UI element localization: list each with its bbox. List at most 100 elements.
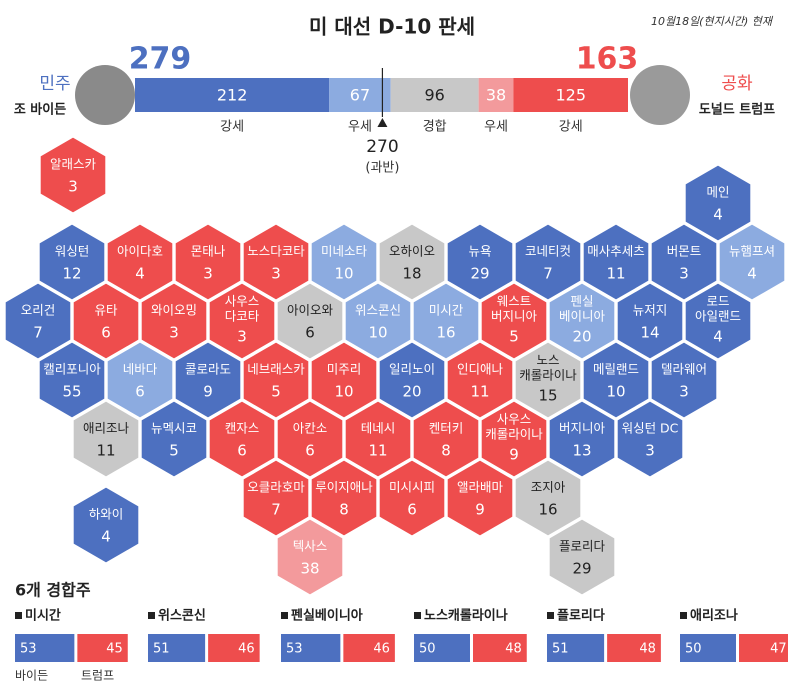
state-name: 플로리다 [559,539,606,554]
state-hex [37,222,107,302]
state-votes: 3 [679,265,689,283]
state-name: 워싱턴 [55,244,90,259]
bar-segment [390,78,479,112]
state-name: 메인 [706,185,729,200]
state-hex [139,281,209,361]
biden-bar [148,634,206,662]
state-hex [581,222,651,302]
state-hex [71,281,141,361]
biden-bar [15,634,75,662]
state-name: 캐롤라이나 [519,368,577,383]
state-hex [377,458,447,538]
state-votes: 4 [135,265,145,283]
party: 공화 [721,74,753,94]
state-name: 일리노이 [389,362,435,377]
state-hex [683,281,753,361]
segment-value: 125 [555,86,586,105]
biden-bar [281,634,341,662]
state-votes: 5 [509,328,519,346]
state-votes: 4 [747,265,757,283]
date: 10월18일(현지시간) 현재 [651,15,774,28]
state-name: 콜로라도 [185,362,231,377]
state-name: 다코타 [225,309,260,324]
state-name: 몬태나 [191,244,226,259]
state-name: 네브래스카 [247,362,305,377]
state-name: 매사추세츠 [587,244,645,259]
legend-label: 트럼프 [81,669,114,683]
state-hex [445,340,515,420]
state-votes: 11 [606,265,625,283]
state-hex [3,281,73,361]
state-votes: 4 [101,528,111,546]
bar-segment [329,78,391,112]
state-votes: 7 [33,324,43,342]
state-name: 메릴랜드 [593,362,639,377]
state-name: 아칸소 [293,421,328,436]
state-name: 캔자스 [225,421,260,436]
trump-bar [77,634,128,662]
swing-state-name: 애리조나 [690,608,738,624]
state-name: 버지니아 [559,421,606,436]
state-hex [309,222,379,302]
state-name: 테네시 [361,421,396,436]
trump-bar [208,634,260,662]
state-votes: 10 [606,383,625,401]
state-votes: 16 [538,501,557,519]
state-hex [547,399,617,479]
swing-state-name: 미시간 [25,608,61,624]
state-hex [479,399,549,479]
state-hex [241,458,311,538]
electoral-total: 163 [576,42,639,77]
state-votes: 4 [713,206,723,224]
state-name: 오클라호마 [247,480,305,495]
state-hex [683,163,753,243]
electoral-total: 279 [129,42,192,77]
state-votes: 15 [538,387,557,405]
trump-bar [343,634,395,662]
state-votes: 29 [470,265,489,283]
state-votes: 55 [62,383,81,401]
state-hex [105,340,175,420]
state-name: 유타 [94,303,118,318]
state-name: 베이니아 [559,309,606,324]
state-name: 펜실 [570,294,593,309]
segment-value: 38 [486,86,506,105]
state-hex [581,340,651,420]
state-name: 미네소타 [321,244,368,259]
segment-label: 경합 [423,120,447,135]
state-hex [445,222,515,302]
state-name: 미시간 [429,303,464,318]
segment-label: 우세 [348,120,372,135]
state-name: 델라웨어 [661,362,707,377]
state-hex [649,222,719,302]
swing-title: 6개 경합주 [15,581,91,600]
state-hex [38,135,108,215]
swing-state-name: 펜실베이니아 [291,608,363,624]
segment-label: 우세 [484,120,508,135]
state-votes: 6 [407,501,417,519]
segment-value: 212 [217,86,248,105]
trump-value: 46 [373,642,390,657]
swing-state-name: 플로리다 [557,608,605,624]
state-name: 버몬트 [667,244,702,259]
state-hex [207,399,277,479]
swing-marker [547,612,554,619]
state-name: 뉴욕 [468,244,491,259]
state-name: 미시시피 [389,480,435,495]
state-hex [615,399,685,479]
state-hex [105,222,175,302]
state-votes: 20 [402,383,421,401]
state-votes: 10 [334,265,353,283]
swing-marker [148,612,155,619]
state-hex [377,340,447,420]
state-name: 뉴햄프셔 [729,244,775,259]
trump-photo [630,65,690,125]
state-name: 뉴멕시코 [151,421,197,436]
trump-bar [473,634,527,662]
state-hex [615,281,685,361]
state-name: 미주리 [327,362,362,377]
state-name: 애리조나 [83,421,130,436]
candidate-name: 조 바이든 [14,102,66,118]
segment-label: 강세 [559,120,583,135]
